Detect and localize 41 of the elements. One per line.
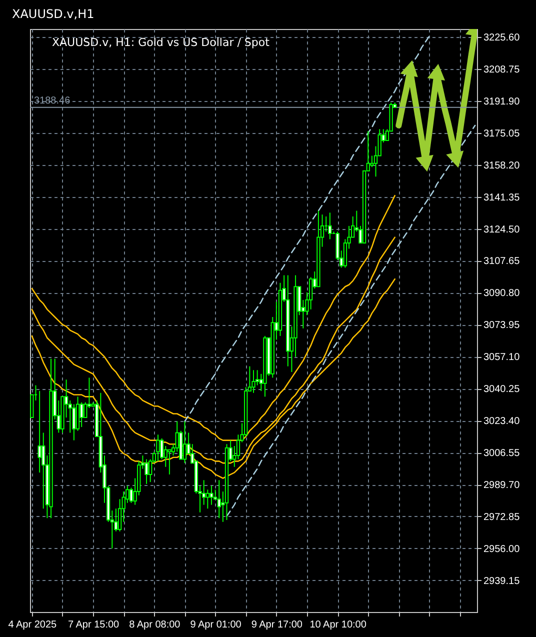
x-tick-label: 10 Apr 10:00 (310, 620, 367, 630)
y-tick-label: 3141.35 (484, 192, 520, 204)
y-tick-label: 3191.90 (484, 96, 520, 108)
candlestick (168, 449, 172, 475)
candlestick (206, 489, 210, 510)
y-tick-label: 2972.85 (484, 512, 520, 523)
y-tick-label: 3090.80 (484, 288, 520, 300)
x-tick-label: 9 Apr 01:00 (190, 620, 242, 630)
chart-title: XAUUSD.v,H1 (12, 7, 94, 21)
y-tick-label: 3023.40 (484, 416, 520, 428)
y-tick-label: 3225.60 (484, 32, 520, 44)
y-tick-label: 3158.20 (484, 160, 520, 172)
y-tick-label: 3107.65 (484, 256, 520, 268)
candlestick (38, 390, 42, 474)
y-tick-label: 2939.15 (484, 576, 520, 587)
x-tick-label: 7 Apr 15:00 (68, 620, 120, 630)
line-series (184, 36, 430, 422)
y-tick-label: 3006.55 (484, 448, 520, 460)
ref-line-label: 3188.46 (34, 95, 71, 106)
x-tick-label: 4 Apr 2025 (8, 620, 58, 630)
y-tick-label: 2989.70 (484, 480, 520, 492)
y-tick-label: 3040.25 (484, 384, 520, 396)
y-tick-label: 3208.75 (484, 64, 520, 76)
candlestick (80, 402, 84, 428)
x-tick-label: 8 Apr 08:00 (129, 620, 181, 630)
candlestick (217, 480, 221, 519)
y-tick-label: 3073.95 (484, 320, 520, 332)
candlestick (328, 212, 332, 240)
candlestick (156, 434, 160, 462)
y-tick-label: 3057.10 (484, 352, 520, 364)
candlestick (72, 404, 76, 441)
candlestick (252, 370, 256, 394)
candlestick (144, 458, 148, 484)
line-series (226, 124, 476, 517)
y-tick-label: 2956.00 (484, 544, 520, 555)
x-tick-label: 9 Apr 17:00 (251, 620, 303, 630)
candlestick (210, 485, 214, 506)
text: XAUUSD.v, H1: Gold vs US Dollar / Spot (52, 36, 270, 49)
candlestick (182, 420, 187, 464)
y-tick-label: 3124.50 (484, 224, 520, 236)
y-tick-label: 3175.05 (484, 128, 520, 140)
